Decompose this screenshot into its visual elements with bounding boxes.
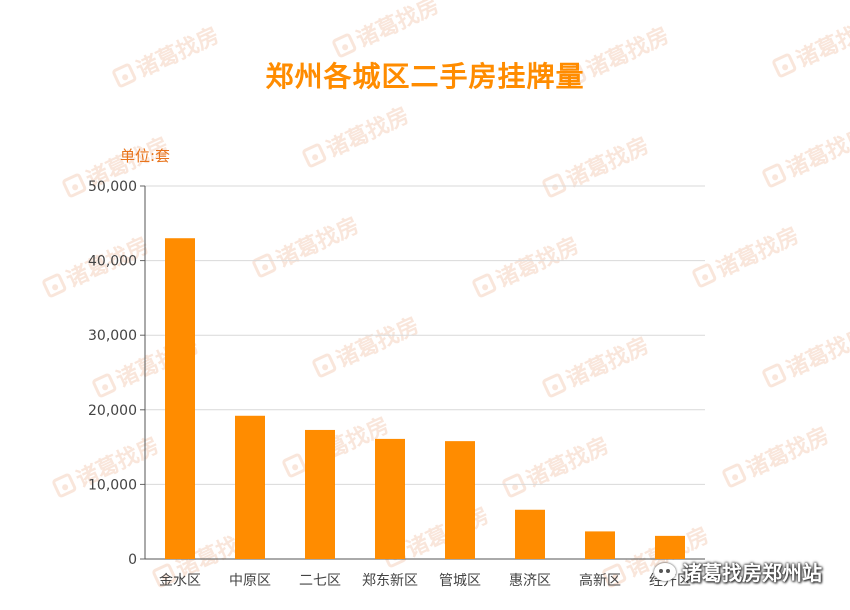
bar	[445, 441, 475, 559]
y-tick-label: 30,000	[88, 328, 137, 344]
x-tick-label: 金水区	[159, 573, 201, 589]
y-tick-label: 20,000	[88, 403, 137, 419]
brand-watermark: 诸葛找房郑州站	[654, 557, 822, 586]
wechat-icon	[654, 562, 676, 581]
y-tick-label: 40,000	[88, 254, 137, 270]
x-tick-label: 二七区	[299, 573, 341, 589]
x-tick-label: 管城区	[439, 573, 481, 589]
x-tick-label: 郑东新区	[362, 573, 418, 589]
brand-label: 诸葛找房郑州站	[682, 561, 822, 585]
x-tick-label: 高新区	[579, 572, 621, 589]
bar	[655, 535, 685, 559]
chart-title: 郑州各城区二手房挂牌量	[265, 60, 585, 93]
bar	[235, 415, 265, 559]
bar	[585, 531, 615, 559]
unit-label: 单位:套	[120, 147, 171, 165]
y-tick-label: 0	[128, 552, 137, 568]
bar	[305, 429, 335, 559]
bar	[515, 509, 545, 559]
y-tick-label: 50,000	[88, 179, 137, 195]
y-tick-label: 10,000	[88, 477, 137, 493]
x-tick-label: 惠济区	[509, 573, 551, 589]
x-tick-label: 中原区	[229, 573, 271, 589]
bar	[375, 438, 405, 559]
bar	[165, 238, 195, 559]
